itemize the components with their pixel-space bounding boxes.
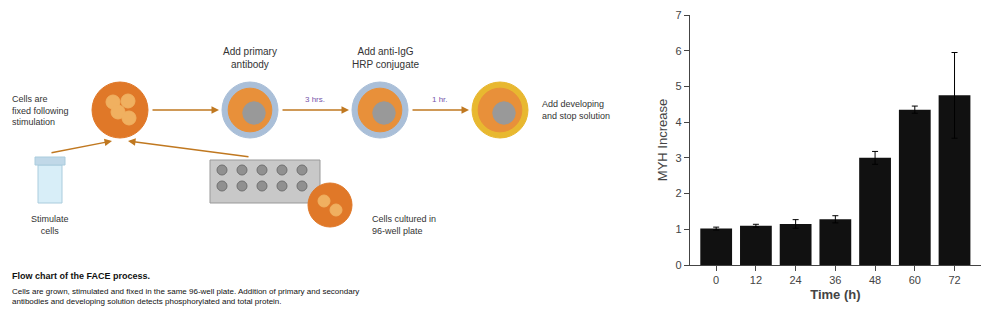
svg-text:48: 48: [869, 274, 881, 286]
svg-text:5: 5: [675, 80, 681, 92]
svg-text:1 hr.: 1 hr.: [432, 95, 448, 104]
svg-text:12: 12: [750, 274, 762, 286]
svg-text:Time (h): Time (h): [810, 287, 860, 302]
svg-text:1: 1: [675, 223, 681, 235]
svg-text:MYH Increase: MYH Increase: [655, 99, 670, 181]
svg-text:Stimulatecells: Stimulatecells: [31, 214, 69, 236]
svg-text:4: 4: [675, 116, 681, 128]
svg-text:3: 3: [675, 152, 681, 164]
svg-text:0: 0: [713, 274, 719, 286]
svg-text:Add anti-IgGHRP conjugate: Add anti-IgGHRP conjugate: [352, 46, 420, 70]
svg-text:6: 6: [675, 45, 681, 57]
svg-text:60: 60: [909, 274, 921, 286]
svg-text:3 hrs.: 3 hrs.: [305, 95, 325, 104]
svg-text:0: 0: [675, 259, 681, 271]
svg-text:2: 2: [675, 187, 681, 199]
svg-text:Add primaryantibody: Add primaryantibody: [223, 46, 277, 70]
svg-text:Cells arefixed followingstimul: Cells arefixed followingstimulation: [12, 94, 69, 127]
svg-text:7: 7: [675, 9, 681, 21]
svg-text:24: 24: [790, 274, 802, 286]
svg-text:Cells cultured in96-well plate: Cells cultured in96-well plate: [372, 214, 436, 236]
svg-text:72: 72: [948, 274, 960, 286]
svg-text:Cells are grown, stimulated an: Cells are grown, stimulated and fixed in…: [12, 287, 359, 306]
svg-text:Add developingand stop solutio: Add developingand stop solution: [542, 99, 610, 121]
svg-text:Flow chart of the FACE process: Flow chart of the FACE process.: [12, 271, 150, 281]
svg-text:36: 36: [829, 274, 841, 286]
